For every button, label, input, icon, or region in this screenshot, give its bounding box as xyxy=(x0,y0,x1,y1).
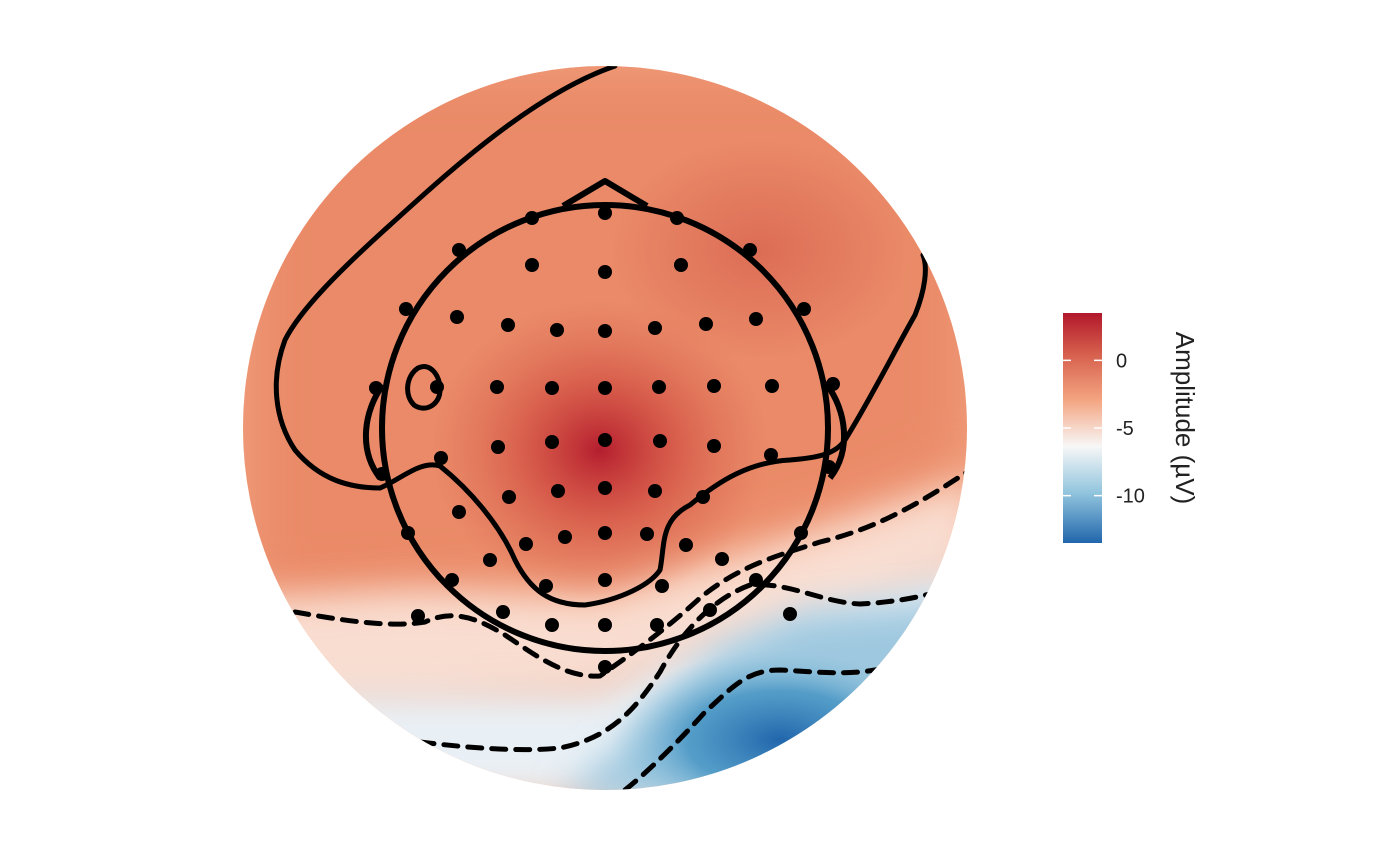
electrode xyxy=(502,490,516,504)
electrode xyxy=(539,579,553,593)
legend-title: Amplitude (µV) xyxy=(1170,332,1200,504)
electrode xyxy=(598,433,612,447)
electrode xyxy=(670,211,684,225)
electrode xyxy=(749,573,763,587)
electrode xyxy=(490,380,504,394)
electrode xyxy=(826,377,840,391)
electrode xyxy=(783,607,797,621)
electrode xyxy=(452,243,466,257)
electrode xyxy=(743,243,757,257)
electrode xyxy=(715,552,729,566)
electrode xyxy=(375,467,389,481)
electrode xyxy=(558,530,572,544)
electrode xyxy=(525,258,539,272)
electrode xyxy=(650,618,664,632)
colorbar-legend: 0 -5 -10 Amplitude (µV) xyxy=(1063,313,1200,543)
electrode xyxy=(598,573,612,587)
electrode xyxy=(652,380,666,394)
electrode xyxy=(496,605,510,619)
electrode xyxy=(401,526,415,540)
electrode xyxy=(491,440,505,454)
electrode xyxy=(452,505,466,519)
electrode xyxy=(434,451,448,465)
electrode xyxy=(679,538,693,552)
electrode xyxy=(598,324,612,338)
electrode xyxy=(598,265,612,279)
electrode xyxy=(794,526,808,540)
electrode xyxy=(674,258,688,272)
electrode xyxy=(399,302,413,316)
electrode xyxy=(430,380,444,394)
electrode xyxy=(598,618,612,632)
electrode xyxy=(411,609,425,623)
electrode xyxy=(797,302,811,316)
electrode xyxy=(501,318,515,332)
electrode xyxy=(749,312,763,326)
electrode xyxy=(525,211,539,225)
electrode xyxy=(545,381,559,395)
electrode xyxy=(369,381,383,395)
electrode xyxy=(598,660,612,674)
electrode xyxy=(640,527,654,541)
electrode xyxy=(519,537,533,551)
electrode xyxy=(450,310,464,324)
electrode xyxy=(655,579,669,593)
electrode xyxy=(822,460,836,474)
electrode xyxy=(703,603,717,617)
electrode xyxy=(551,484,565,498)
electrode xyxy=(707,379,721,393)
colorbar-tick-label: -5 xyxy=(1116,418,1134,440)
electrode xyxy=(598,381,612,395)
electrode xyxy=(707,439,721,453)
electrode xyxy=(483,553,497,567)
electrode xyxy=(648,484,662,498)
electrode xyxy=(699,317,713,331)
electrode xyxy=(648,321,662,335)
electrode xyxy=(550,323,564,337)
electrode xyxy=(445,573,459,587)
electrode xyxy=(653,434,667,448)
electrode xyxy=(696,490,710,504)
electrode xyxy=(545,435,559,449)
electrode xyxy=(598,206,612,220)
electrode xyxy=(598,526,612,540)
colorbar-tick-label: 0 xyxy=(1116,350,1127,372)
electrode xyxy=(764,448,778,462)
colorbar-tick-label: -10 xyxy=(1116,486,1145,508)
electrode xyxy=(545,618,559,632)
electrode xyxy=(765,379,779,393)
electrode xyxy=(598,481,612,495)
